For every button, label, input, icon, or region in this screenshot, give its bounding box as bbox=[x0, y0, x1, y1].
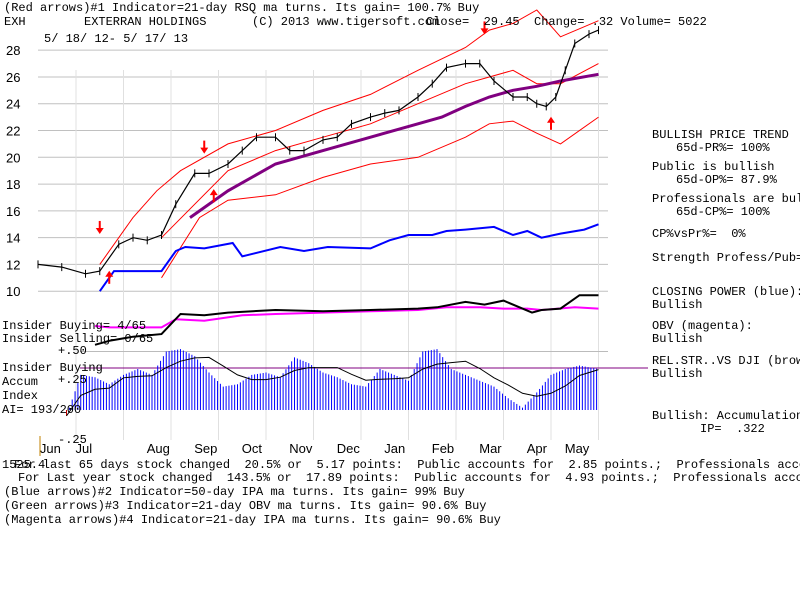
month-label: Feb bbox=[432, 441, 454, 456]
accum-ma-line bbox=[66, 356, 599, 417]
accum-label: Accum bbox=[2, 375, 39, 389]
month-label: Nov bbox=[289, 441, 313, 456]
cp-vs-pr: CP%vsPr%= 0% bbox=[652, 227, 746, 241]
obv-title: OBV (magenta): bbox=[652, 319, 753, 333]
mid-band-line bbox=[161, 63, 599, 239]
month-label: Oct bbox=[242, 441, 263, 456]
closing-power-title: CLOSING POWER (blue): bbox=[652, 285, 800, 299]
strength: Strength Profess/Pub= .8 bbox=[652, 251, 800, 265]
footer-line2: For Last year stock changed 143.5% or 17… bbox=[18, 471, 800, 485]
month-label: Jan bbox=[384, 441, 405, 456]
lower-band-line bbox=[161, 116, 599, 279]
closing-power-line bbox=[98, 223, 599, 292]
red-arrow-up-icon bbox=[547, 116, 555, 123]
ai-value: AI= 193/200 bbox=[2, 403, 82, 417]
price-tick-label: 14 bbox=[6, 231, 20, 246]
footer-line4: (Green arrows)#3 Indicator=21-day OBV ma… bbox=[4, 499, 487, 513]
month-label: Sep bbox=[194, 441, 217, 456]
price-tick-label: 28 bbox=[6, 43, 20, 58]
public-value: 65d-OP%= 87.9% bbox=[676, 173, 777, 187]
footer-line1: For last 65 days stock changed 20.5% or … bbox=[14, 458, 800, 472]
month-label: Aug bbox=[147, 441, 170, 456]
red-arrow-up-icon bbox=[105, 270, 114, 277]
copyright: (C) 2013 www.tigersoft.com bbox=[252, 15, 440, 29]
date-range: 5/ 18/ 12- 5/ 17/ 13 bbox=[44, 32, 189, 46]
month-label: May bbox=[565, 441, 590, 456]
price-tick-label: 18 bbox=[6, 177, 20, 192]
month-label: Mar bbox=[479, 441, 502, 456]
price-tick-label: 26 bbox=[6, 70, 20, 85]
ticker: EXH bbox=[4, 15, 26, 29]
red-arrow-up-icon bbox=[209, 189, 218, 196]
price-tick-label: 12 bbox=[6, 257, 20, 272]
relstr-line bbox=[94, 294, 599, 346]
footer-line3: (Blue arrows)#2 Indicator=50-day IPA ma … bbox=[4, 485, 465, 499]
trend-value: 65d-PR%= 100% bbox=[676, 141, 770, 155]
company-name: EXTERRAN HOLDINGS bbox=[84, 15, 207, 29]
index-label: Index bbox=[2, 389, 39, 403]
price-tick-label: 16 bbox=[6, 204, 20, 219]
month-label: Apr bbox=[527, 441, 548, 456]
accum-title: Bullish: Accumulation Risi bbox=[652, 409, 800, 423]
price-tick-label: 10 bbox=[6, 284, 20, 299]
accum-level-m25: -.25 bbox=[58, 433, 87, 447]
month-label: Jul bbox=[76, 441, 93, 456]
pros-title: Professionals are bullish bbox=[652, 192, 800, 206]
relstr-title: REL.STR..VS DJI (brown) bbox=[652, 354, 800, 368]
ip-value: IP= .322 bbox=[700, 422, 765, 436]
header-line1: (Red arrows)#1 Indicator=21-day RSQ ma t… bbox=[4, 1, 480, 15]
red-arrow-down-icon bbox=[95, 227, 104, 234]
red-arrow-down-icon bbox=[200, 147, 209, 154]
price-tick-label: 20 bbox=[6, 150, 20, 165]
relstr-value: Bullish bbox=[652, 367, 703, 381]
ma-50d-line bbox=[189, 72, 599, 219]
red-arrow-down-icon bbox=[480, 28, 489, 35]
obv-line bbox=[94, 306, 599, 329]
price-tick-label: 22 bbox=[6, 124, 20, 139]
accum-level-p50: +.50 bbox=[58, 344, 87, 358]
footer-line5: (Magenta arrows)#4 Indicator=21-day IPA … bbox=[4, 513, 501, 527]
insider-buying: Insider Buying= 4/65 bbox=[2, 319, 147, 333]
quote-summary: Close= 29.45 Change= .32 Volume= 5022 bbox=[426, 15, 707, 29]
footer-overlap-number: 1525.4 bbox=[2, 458, 46, 472]
month-label: Dec bbox=[337, 441, 361, 456]
obv-value: Bullish bbox=[652, 332, 703, 346]
insider-selling: Insider Selling= 0/65 bbox=[2, 332, 154, 346]
pros-value: 65d-CP%= 100% bbox=[676, 205, 770, 219]
public-title: Public is bullish bbox=[652, 160, 775, 174]
upper-band-line bbox=[99, 9, 599, 265]
price-tick-label: 24 bbox=[6, 97, 20, 112]
accum-level-p25: +.25 bbox=[58, 373, 87, 387]
insider-buying-2: Insider Buying bbox=[2, 361, 103, 375]
trend-title: BULLISH PRICE TREND bbox=[652, 128, 789, 142]
month-label: Jun bbox=[40, 441, 61, 456]
closing-power-value: Bullish bbox=[652, 298, 703, 312]
price-line bbox=[37, 29, 599, 275]
